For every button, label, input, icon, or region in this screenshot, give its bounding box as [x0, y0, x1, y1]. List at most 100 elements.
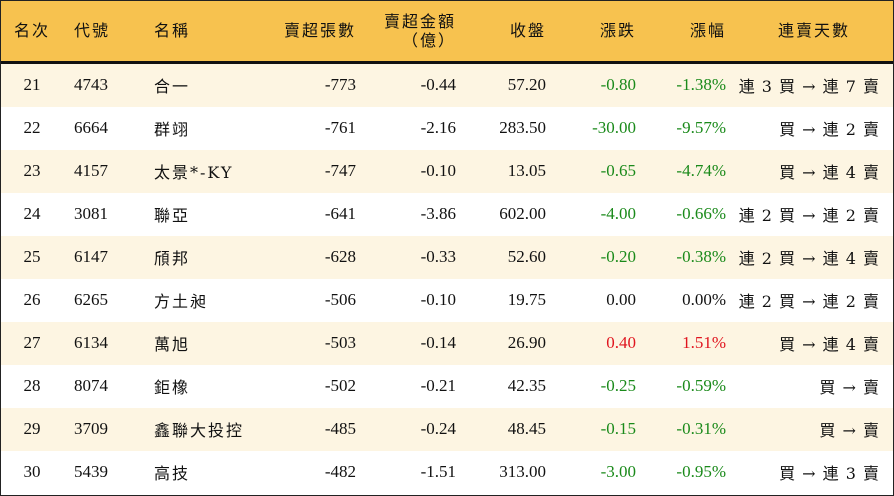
consecutive-cell: 買 → 連 4 賣 [779, 335, 880, 354]
header-rank: 名次 [13, 21, 50, 41]
pct-cell: -4.74% [676, 161, 726, 180]
close-cell: 602.00 [499, 204, 546, 223]
code-cell: 4743 [74, 75, 108, 94]
code-cell: 6147 [74, 247, 108, 266]
sell-lots-cell: -482 [324, 462, 356, 481]
pct-cell: -0.66% [676, 204, 726, 223]
change-cell: -0.15 [600, 419, 636, 438]
rank-cell: 23 [23, 161, 41, 180]
name-cell: 鉅橡 [154, 378, 191, 397]
name-cell: 高技 [154, 464, 191, 483]
sell-lots-cell: -747 [324, 161, 356, 180]
change-cell: -30.00 [592, 118, 636, 137]
pct-cell: -0.59% [676, 376, 726, 395]
sell-amount-cell: -0.33 [420, 247, 456, 266]
close-cell: 42.35 [507, 376, 546, 395]
header-sell-amount-line1: 賣超金額 [383, 11, 456, 31]
consecutive-cell: 買 → 連 3 賣 [779, 464, 880, 483]
close-cell: 26.90 [507, 333, 546, 352]
sell-lots-cell: -773 [324, 75, 356, 94]
consecutive-cell: 連 3 買 → 連 7 賣 [738, 77, 880, 96]
consecutive-cell: 連 2 買 → 連 2 賣 [738, 292, 880, 311]
sell-lots-cell: -502 [324, 376, 356, 395]
pct-cell: -1.38% [676, 75, 726, 94]
table-row[interactable]: 26 6265 方土昶 -506 -0.10 19.75 0.00 0.00% 連 2 買 → … [1, 279, 893, 322]
sell-lots-cell: -485 [324, 419, 356, 438]
rank-cell: 27 [23, 333, 41, 352]
sell-lots-cell: -503 [324, 333, 356, 352]
code-cell: 8074 [74, 376, 108, 395]
rank-cell: 26 [23, 290, 41, 309]
sell-amount-cell: -0.24 [420, 419, 456, 438]
table-row[interactable]: 27 6134 萬旭 -503 -0.14 26.90 0.40 1.51% 買 → 連 4 賣 [1, 321, 893, 365]
table-row[interactable]: 29 3709 鑫聯大投控 -485 -0.24 48.45 -0.15 -0.31% 買 → … [1, 407, 893, 451]
sell-lots-cell: -641 [324, 204, 356, 223]
header-code: 代號 [74, 21, 111, 41]
change-cell: 0.40 [606, 333, 636, 352]
name-cell: 合一 [154, 77, 191, 96]
change-cell: -0.65 [600, 161, 636, 180]
pct-cell: -9.57% [676, 118, 726, 137]
rank-cell: 30 [23, 462, 41, 481]
header-name: 名稱 [154, 21, 191, 41]
header-pct: 漲幅 [689, 21, 726, 41]
sell-lots-cell: -628 [324, 247, 356, 266]
sell-amount-cell: -0.10 [420, 161, 456, 180]
pct-cell: -0.95% [676, 462, 726, 481]
close-cell: 13.05 [507, 161, 546, 180]
sell-amount-cell: -0.21 [420, 376, 456, 395]
name-cell: 頎邦 [154, 249, 191, 268]
sell-amount-cell: -0.10 [420, 290, 456, 309]
consecutive-cell: 買 → 賣 [819, 378, 880, 397]
code-cell: 4157 [74, 161, 108, 180]
header-change: 漲跌 [599, 21, 636, 41]
sell-lots-cell: -506 [324, 290, 356, 309]
header-consecutive: 連賣天數 [777, 21, 850, 41]
name-cell: 太景*-KY [154, 163, 234, 182]
rank-cell: 22 [23, 118, 41, 137]
table-row[interactable]: 24 3081 聯亞 -641 -3.86 602.00 -4.00 -0.66% 連 2 買 … [1, 193, 893, 236]
pct-cell: -0.31% [676, 419, 726, 438]
table-row[interactable]: 23 4157 太景*-KY -747 -0.10 13.05 -0.65 -4.74% 買 →… [1, 149, 893, 193]
change-cell: -0.20 [600, 247, 636, 266]
name-cell: 方土昶 [154, 292, 209, 311]
table-row[interactable]: 25 6147 頎邦 -628 -0.33 52.60 -0.20 -0.38% 連 2 買 →… [1, 235, 893, 279]
pct-cell: 0.00% [682, 290, 726, 309]
code-cell: 6664 [74, 118, 108, 137]
name-cell: 萬旭 [154, 335, 191, 354]
sell-amount-cell: -2.16 [420, 118, 456, 137]
change-cell: -0.80 [600, 75, 636, 94]
header-sell-lots: 賣超張數 [283, 21, 356, 41]
sell-lots-cell: -761 [324, 118, 356, 137]
name-cell: 鑫聯大投控 [154, 421, 245, 440]
close-cell: 48.45 [507, 419, 546, 438]
sell-amount-cell: -1.51 [420, 462, 456, 481]
rank-cell: 25 [23, 247, 41, 266]
close-cell: 19.75 [507, 290, 546, 309]
table-row[interactable]: 22 6664 群翊 -761 -2.16 283.50 -30.00 -9.57% 買 → 連… [1, 107, 893, 150]
pct-cell: 1.51% [682, 333, 726, 352]
rank-cell: 21 [23, 75, 41, 94]
header-close: 收盤 [509, 21, 546, 41]
consecutive-cell: 買 → 賣 [819, 421, 880, 440]
consecutive-cell: 連 2 買 → 連 2 賣 [738, 206, 880, 225]
close-cell: 313.00 [499, 462, 546, 481]
change-cell: 0.00 [606, 290, 636, 309]
rank-cell: 28 [23, 376, 41, 395]
close-cell: 52.60 [507, 247, 546, 266]
rank-cell: 29 [23, 419, 41, 438]
table-row[interactable]: 30 5439 高技 -482 -1.51 313.00 -3.00 -0.95% 買 → 連 … [1, 451, 893, 494]
code-cell: 3709 [74, 419, 108, 438]
name-cell: 聯亞 [154, 206, 191, 225]
consecutive-cell: 買 → 連 2 賣 [779, 120, 880, 139]
sell-amount-cell: -0.14 [420, 333, 456, 352]
consecutive-cell: 連 2 買 → 連 4 賣 [738, 249, 880, 268]
sell-amount-cell: -3.86 [420, 204, 456, 223]
code-cell: 6265 [74, 290, 108, 309]
table-row[interactable]: 28 8074 鉅橡 -502 -0.21 42.35 -0.25 -0.59% 買 → 賣 [1, 365, 893, 408]
change-cell: -0.25 [600, 376, 636, 395]
rank-cell: 24 [23, 204, 41, 223]
table-row[interactable]: 21 4743 合一 -773 -0.44 57.20 -0.80 -1.38% 連 3 買 →… [1, 62, 893, 107]
pct-cell: -0.38% [676, 247, 726, 266]
sell-amount-cell: -0.44 [420, 75, 456, 94]
